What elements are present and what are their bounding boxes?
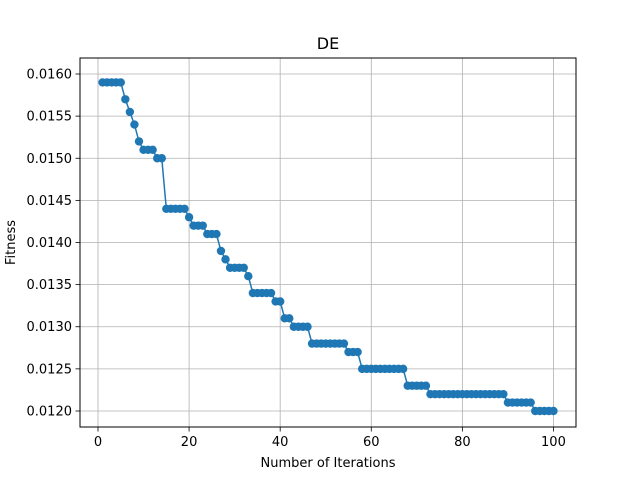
y-tick-label: 0.0140 [27, 236, 73, 251]
data-point [303, 322, 312, 331]
y-axis: 0.0120 0.0125 0.0130 0.0135 0.0140 0.0145 0.01… [27, 68, 80, 419]
data-point [285, 314, 294, 323]
data-point [339, 339, 349, 348]
y-tick-label: 0.0145 [27, 194, 73, 209]
x-tick-label: 40 [272, 435, 289, 450]
data-point [134, 137, 144, 146]
grid [80, 58, 576, 427]
x-axis: 0 20 40 60 80 100 [94, 427, 566, 450]
data-point [221, 255, 230, 264]
data-point [398, 364, 408, 374]
y-tick-label: 0.0125 [27, 362, 73, 377]
data-point [266, 288, 276, 298]
data-point [125, 107, 135, 117]
x-tick-label: 80 [454, 435, 471, 450]
data-point [216, 246, 226, 256]
data-point [116, 78, 125, 87]
data-point [549, 406, 558, 416]
x-tick-label: 0 [94, 435, 102, 450]
y-axis-label: Fitness [4, 220, 19, 265]
data-point [148, 145, 157, 155]
data-point [130, 120, 139, 129]
y-tick-label: 0.0155 [27, 110, 73, 125]
data-point [157, 154, 166, 163]
data-point [198, 221, 207, 230]
x-axis-label: Number of Iterations [261, 456, 396, 471]
data-point [239, 263, 248, 272]
y-tick-label: 0.0135 [27, 278, 73, 293]
x-tick-label: 60 [363, 435, 380, 450]
chart-title: DE [317, 34, 339, 53]
data-point [526, 398, 535, 407]
series-group [98, 78, 558, 416]
data-point [275, 297, 285, 306]
data-point [421, 381, 431, 390]
data-point [353, 347, 362, 357]
data-point [499, 389, 508, 399]
y-tick-label: 0.0160 [27, 68, 73, 83]
data-point [244, 271, 253, 281]
y-tick-label: 0.0150 [27, 152, 73, 167]
data-point [212, 229, 221, 239]
x-tick-label: 20 [181, 435, 198, 450]
y-tick-label: 0.0130 [27, 320, 73, 335]
data-point [121, 95, 130, 104]
data-point [184, 213, 194, 222]
data-point [180, 204, 189, 214]
y-tick-label: 0.0120 [27, 404, 73, 419]
x-tick-label: 100 [541, 435, 566, 450]
